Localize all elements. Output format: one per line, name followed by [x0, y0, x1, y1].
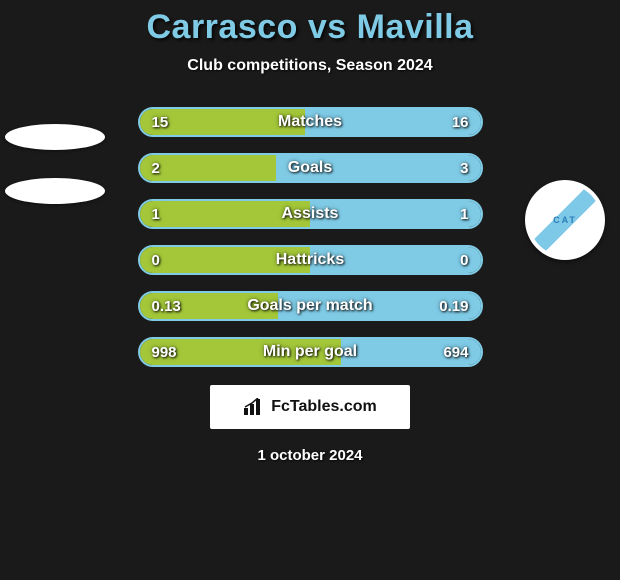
stat-row: 11Assists: [138, 199, 483, 229]
stat-label: Hattricks: [140, 247, 481, 273]
date-text: 1 october 2024: [0, 447, 620, 464]
comparison-card: Carrasco vs Mavilla Club competitions, S…: [0, 0, 620, 580]
stat-rows: 1516Matches 23Goals 11Assists 00Hattricks 0.…: [0, 107, 620, 367]
stat-label: Min per goal: [140, 339, 481, 365]
brand-badge: FcTables.com: [210, 385, 410, 429]
stat-label: Assists: [140, 201, 481, 227]
stat-row: 00Hattricks: [138, 245, 483, 275]
subtitle: Club competitions, Season 2024: [0, 57, 620, 75]
stat-row: 23Goals: [138, 153, 483, 183]
stat-label: Goals: [140, 155, 481, 181]
stat-row: 998694Min per goal: [138, 337, 483, 367]
brand-text: FcTables.com: [271, 398, 377, 416]
page-title: Carrasco vs Mavilla: [0, 8, 620, 47]
stat-label: Goals per match: [140, 293, 481, 319]
bars-icon: [243, 398, 265, 416]
stat-row: 0.130.19Goals per match: [138, 291, 483, 321]
stat-label: Matches: [140, 109, 481, 135]
stat-row: 1516Matches: [138, 107, 483, 137]
